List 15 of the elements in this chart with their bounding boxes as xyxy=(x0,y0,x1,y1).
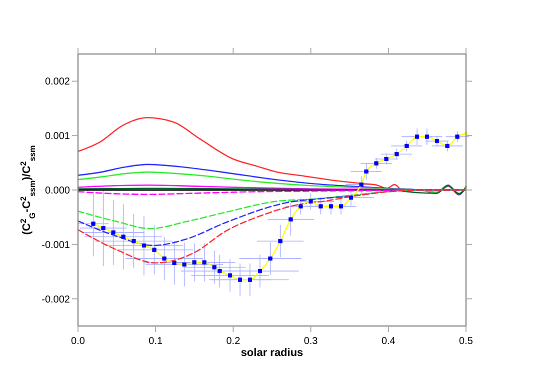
y-tick-label: -0.002 xyxy=(42,294,70,306)
line-series xyxy=(92,132,468,280)
x-tick-label: 0.3 xyxy=(304,336,318,347)
y-tick-label: 0.001 xyxy=(44,131,70,142)
x-tick-label: 0.4 xyxy=(381,336,396,347)
x-axis-title: solar radius xyxy=(240,347,304,359)
line-series xyxy=(77,164,467,195)
x-tick-label: 0.5 xyxy=(459,336,474,347)
line-series xyxy=(77,185,467,194)
y-tick-label: 0.002 xyxy=(44,76,70,88)
y-tick-label: 0.000 xyxy=(44,186,70,196)
x-tick-label: 0.2 xyxy=(226,336,241,347)
y-tick-label: -0.001 xyxy=(42,240,70,251)
x-tick-label: 0.1 xyxy=(148,336,163,347)
x-tick-label: 0.0 xyxy=(71,336,86,347)
